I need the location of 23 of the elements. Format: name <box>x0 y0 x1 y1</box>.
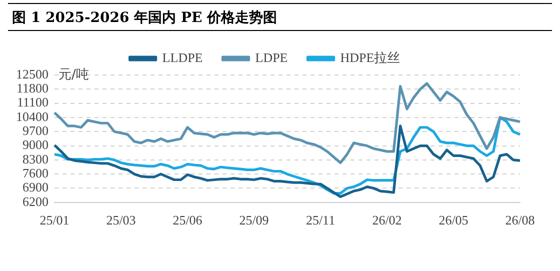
y-tick-label: 10400 <box>16 108 48 124</box>
x-tick-label: 26/08 <box>505 212 535 228</box>
y-tick-label: 7600 <box>22 166 48 181</box>
x-tick-label: 25/03 <box>106 212 136 228</box>
x-tick-label: 25/11 <box>306 212 336 228</box>
y-tick-label: 12500 <box>16 66 48 82</box>
y-tick-label: 6900 <box>22 180 48 195</box>
y-axis-title: 元/吨 <box>58 67 89 82</box>
y-tick-label: 9000 <box>22 137 48 152</box>
legend-label: LLDPE <box>162 50 203 65</box>
x-tick-label: 26/02 <box>372 212 402 228</box>
legend-label: HDPE拉丝 <box>340 50 400 65</box>
x-tick-label: 25/01 <box>40 212 70 228</box>
x-tick-label: 26/05 <box>438 212 468 228</box>
y-tick-label: 6200 <box>22 194 48 209</box>
y-tick-label: 11100 <box>16 94 48 110</box>
y-tick-label: 9700 <box>22 123 48 138</box>
x-tick-label: 25/09 <box>239 212 269 228</box>
chart-title: 图 1 2025-2026 年国内 PE 价格走势图 <box>8 3 552 31</box>
x-tick-label: 25/06 <box>172 212 203 228</box>
y-tick-label: 8300 <box>22 151 48 166</box>
legend-label: LDPE <box>255 50 288 65</box>
y-tick-label: 11800 <box>16 80 48 96</box>
